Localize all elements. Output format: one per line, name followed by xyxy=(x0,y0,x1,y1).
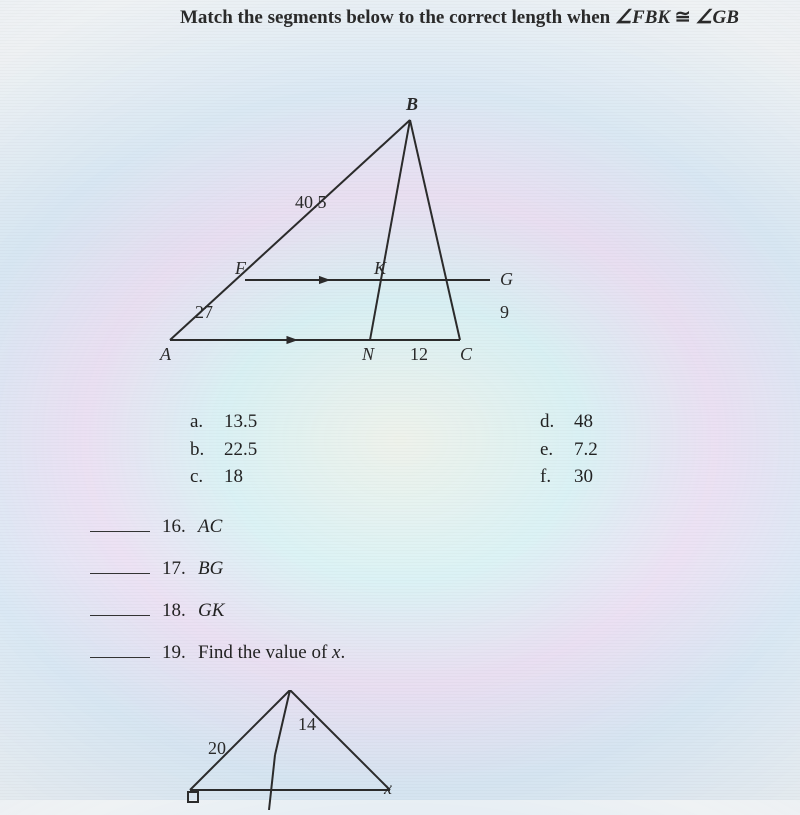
svg-text:G: G xyxy=(500,269,513,289)
svg-text:14: 14 xyxy=(298,714,316,734)
svg-text:9: 9 xyxy=(500,302,509,322)
triangle-svg: A F B K G C N 9 12 27 40.5 xyxy=(130,80,560,370)
option-f: f.30 xyxy=(540,463,598,491)
segment-ac: AC xyxy=(198,516,222,538)
question-title: Match the segments below to the correct … xyxy=(180,6,739,29)
options-right-column: d.48 e.7.2 f.30 xyxy=(540,408,598,491)
svg-text:20: 20 xyxy=(208,738,226,758)
segment-gk: GK xyxy=(198,600,224,622)
congruent-symbol: ≅ xyxy=(670,7,695,28)
answer-blank[interactable] xyxy=(90,594,150,616)
option-c: c.18 xyxy=(190,463,257,491)
question-18: 18. GK xyxy=(90,594,345,622)
option-d: d.48 xyxy=(540,408,598,436)
triangle2-svg: 14 20 x xyxy=(170,690,430,810)
svg-text:x: x xyxy=(383,778,392,798)
svg-text:27: 27 xyxy=(195,302,213,322)
options-left-column: a.13.5 b.22.5 c.18 xyxy=(190,408,257,491)
triangle-diagram-2: 14 20 x xyxy=(170,690,430,810)
segment-bg: BG xyxy=(198,558,223,580)
triangle-diagram: A F B K G C N 9 12 27 40.5 xyxy=(130,80,560,370)
question-19: 19. Find the value of x. xyxy=(90,636,345,664)
svg-text:B: B xyxy=(405,94,418,114)
answer-blank[interactable] xyxy=(90,636,150,658)
question-16: 16. AC xyxy=(90,510,345,538)
svg-text:A: A xyxy=(159,344,172,364)
angle-gb: ∠GB xyxy=(695,7,738,28)
angle-fbk: ∠FBK xyxy=(615,7,670,28)
answer-blank[interactable] xyxy=(90,552,150,574)
svg-text:C: C xyxy=(460,344,473,364)
svg-text:40.5: 40.5 xyxy=(295,192,327,212)
answer-blank[interactable] xyxy=(90,510,150,532)
svg-text:12: 12 xyxy=(410,344,428,364)
option-b: b.22.5 xyxy=(190,436,257,464)
find-x-text: Find the value of x. xyxy=(198,642,345,664)
option-e: e.7.2 xyxy=(540,436,598,464)
svg-text:N: N xyxy=(361,344,375,364)
match-question-list: 16. AC 17. BG 18. GK 19. Find the value … xyxy=(90,510,345,678)
svg-text:F: F xyxy=(234,258,247,278)
option-a: a.13.5 xyxy=(190,408,257,436)
svg-text:K: K xyxy=(373,258,387,278)
question-17: 17. BG xyxy=(90,552,345,580)
title-text: Match the segments below to the correct … xyxy=(180,7,615,28)
